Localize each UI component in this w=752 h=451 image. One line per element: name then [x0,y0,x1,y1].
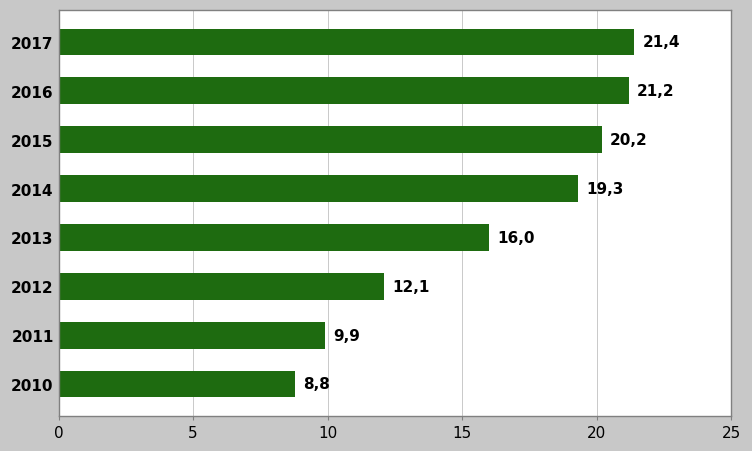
Bar [59,29,635,56]
Bar [59,176,578,202]
Text: 8,8: 8,8 [304,377,330,391]
Bar [59,225,489,251]
Bar [59,371,296,397]
Text: 21,4: 21,4 [642,36,680,51]
Text: 12,1: 12,1 [393,279,429,294]
Text: 20,2: 20,2 [610,133,648,148]
Text: 9,9: 9,9 [333,328,360,343]
Text: 19,3: 19,3 [586,182,623,197]
Bar [59,322,325,349]
Bar [59,78,629,105]
Text: 21,2: 21,2 [637,84,675,99]
Bar [59,273,384,300]
Bar [59,127,602,154]
Text: 16,0: 16,0 [497,230,535,245]
